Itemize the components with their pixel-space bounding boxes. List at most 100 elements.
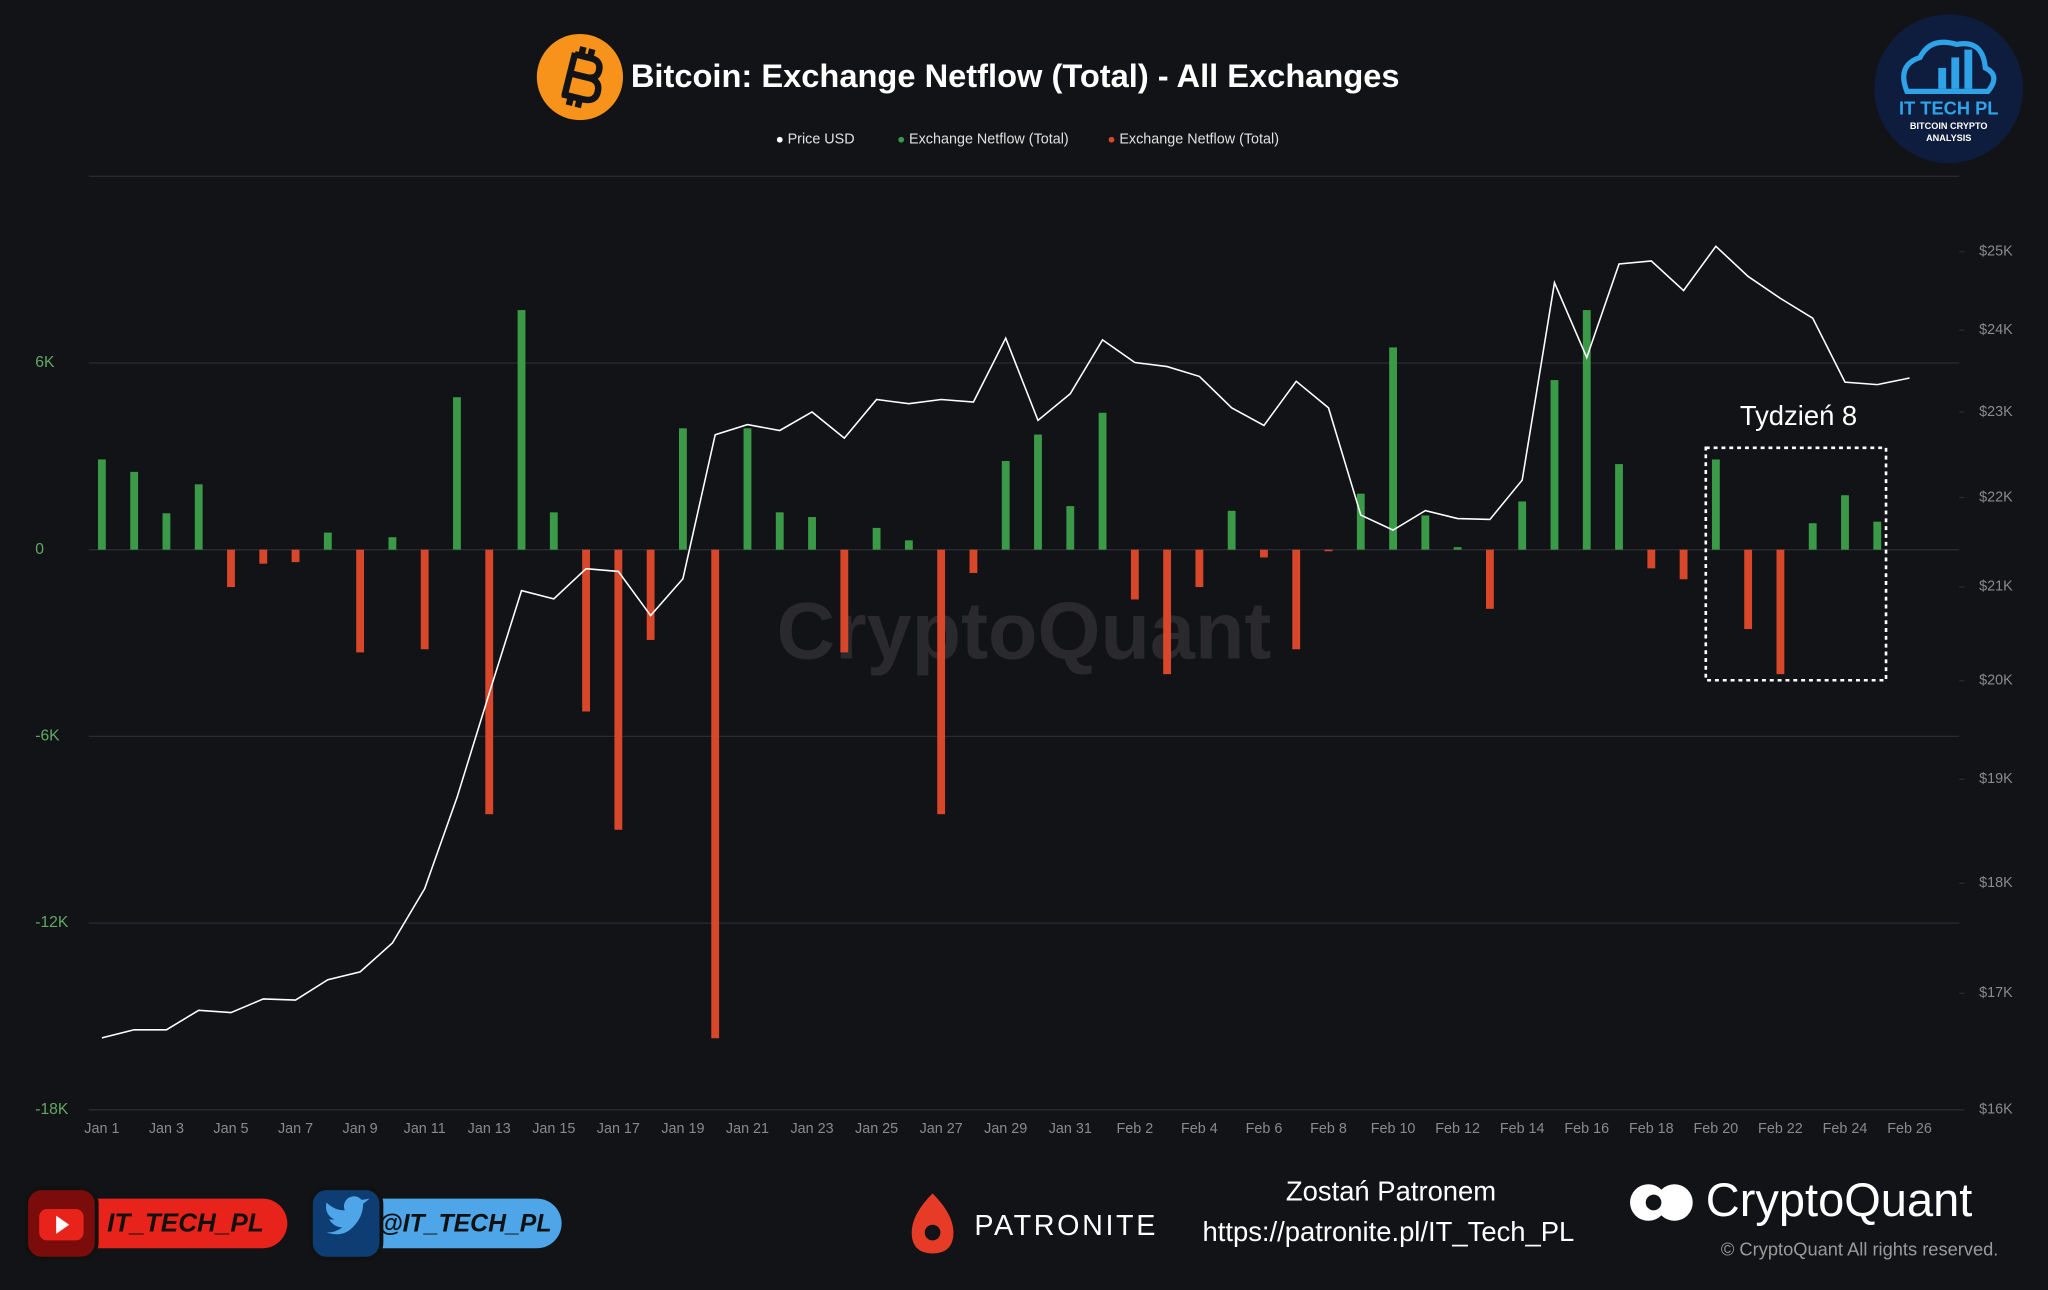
x-tick-label: Feb 22 bbox=[1758, 1121, 1803, 1137]
bar bbox=[356, 549, 365, 653]
y2-tick-label: $17K bbox=[1979, 985, 2013, 1001]
patronite-logo[interactable]: PATRONITE bbox=[911, 1193, 1158, 1254]
x-tick-label: Feb 20 bbox=[1694, 1121, 1739, 1137]
bar bbox=[1582, 310, 1591, 550]
bar bbox=[743, 428, 752, 550]
bar bbox=[775, 512, 784, 550]
bar bbox=[1389, 347, 1397, 550]
x-tick-label: Jan 1 bbox=[84, 1121, 119, 1137]
bar bbox=[1130, 549, 1139, 600]
bar bbox=[388, 537, 397, 550]
x-tick-label: Jan 9 bbox=[343, 1121, 378, 1137]
bar bbox=[1841, 495, 1849, 550]
bar bbox=[291, 549, 300, 563]
bar bbox=[323, 532, 332, 550]
legend-swatch bbox=[776, 136, 783, 143]
watermark: CryptoQuant bbox=[777, 587, 1272, 677]
bar bbox=[517, 310, 526, 550]
x-tick-label: Feb 14 bbox=[1500, 1121, 1545, 1137]
bar bbox=[1808, 523, 1817, 550]
legend-swatch bbox=[1108, 136, 1115, 143]
y2-tick-label: $20K bbox=[1979, 673, 2013, 689]
y2-tick-label: $24K bbox=[1979, 322, 2013, 338]
chart-title: Bitcoin: Exchange Netflow (Total) - All … bbox=[631, 57, 1400, 94]
y-tick-label: -18K bbox=[35, 1101, 69, 1118]
bar bbox=[1647, 549, 1656, 569]
bar bbox=[549, 512, 558, 550]
logo-tagline: ANALYSIS bbox=[1926, 133, 1971, 143]
twitter-handle: @IT_TECH_PL bbox=[378, 1210, 551, 1237]
bar bbox=[872, 527, 881, 550]
bar bbox=[194, 484, 203, 550]
bar bbox=[904, 540, 913, 550]
x-tick-label: Feb 10 bbox=[1371, 1121, 1416, 1137]
bar bbox=[1324, 549, 1333, 552]
x-tick-label: Jan 31 bbox=[1049, 1121, 1092, 1137]
bar bbox=[1001, 460, 1010, 550]
legend-item[interactable]: Exchange Netflow (Total) bbox=[1108, 132, 1279, 148]
bar bbox=[1518, 501, 1527, 550]
x-tick-label: Jan 21 bbox=[726, 1121, 769, 1137]
x-tick-label: Jan 15 bbox=[532, 1121, 575, 1137]
bar bbox=[1034, 434, 1042, 550]
legend-label: Exchange Netflow (Total) bbox=[909, 132, 1069, 148]
bar bbox=[1679, 549, 1688, 580]
bar bbox=[1711, 459, 1720, 550]
bar bbox=[453, 397, 461, 550]
y2-tick-label: $25K bbox=[1979, 243, 2013, 259]
bar bbox=[1615, 464, 1623, 550]
plot: -18K -12K -6K 0 6K $16K $17K $18K $19K $20K $21K $2… bbox=[35, 175, 2013, 1137]
logo-name: IT TECH PL bbox=[1899, 98, 1998, 119]
x-tick-label: Feb 2 bbox=[1116, 1121, 1153, 1137]
patron-url[interactable]: https://patronite.pl/IT_Tech_PL bbox=[1203, 1216, 1575, 1247]
cryptoquant-logo: CryptoQuant bbox=[1630, 1173, 1972, 1226]
x-tick-label: Jan 7 bbox=[278, 1121, 313, 1137]
x-tick-label: Feb 18 bbox=[1629, 1121, 1674, 1137]
bar bbox=[485, 549, 494, 815]
legend-label: Exchange Netflow (Total) bbox=[1119, 132, 1279, 148]
x-tick-label: Jan 17 bbox=[597, 1121, 640, 1137]
x-tick-label: Jan 13 bbox=[468, 1121, 511, 1137]
x-tick-label: Feb 24 bbox=[1823, 1121, 1868, 1137]
legend-item[interactable]: Price USD bbox=[776, 132, 855, 148]
bar bbox=[711, 549, 720, 1039]
y-tick-label: -12K bbox=[35, 914, 69, 931]
bitcoin-icon bbox=[536, 33, 624, 121]
x-tick-label: Feb 4 bbox=[1181, 1121, 1218, 1137]
bar bbox=[1550, 380, 1559, 550]
x-tick-label: Jan 23 bbox=[790, 1121, 833, 1137]
youtube-badge[interactable]: IT_TECH_PL bbox=[24, 1186, 288, 1261]
bar bbox=[1453, 547, 1462, 550]
bar bbox=[259, 549, 268, 564]
x-tick-label: Jan 29 bbox=[984, 1121, 1027, 1137]
bar bbox=[1260, 549, 1268, 558]
legend-swatch bbox=[898, 136, 905, 143]
bar bbox=[840, 549, 849, 653]
logo-tagline: BITCOIN CRYPTO bbox=[1910, 121, 1988, 131]
legend-item[interactable]: Exchange Netflow (Total) bbox=[898, 132, 1069, 148]
x-tick-label: Feb 6 bbox=[1246, 1121, 1283, 1137]
x-tick-label: Jan 3 bbox=[149, 1121, 184, 1137]
patronite-text: PATRONITE bbox=[974, 1210, 1158, 1242]
y2-tick-label: $19K bbox=[1979, 771, 2013, 787]
y-tick-label: 6K bbox=[35, 354, 55, 371]
bar bbox=[1776, 549, 1785, 675]
x-tick-label: Jan 25 bbox=[855, 1121, 898, 1137]
bar bbox=[227, 549, 235, 588]
brand-name: CryptoQuant bbox=[1706, 1173, 1973, 1226]
twitter-badge[interactable]: @IT_TECH_PL bbox=[308, 1186, 562, 1261]
bar bbox=[1163, 549, 1172, 675]
bar bbox=[1098, 412, 1107, 550]
bar bbox=[582, 549, 590, 712]
bar bbox=[1744, 549, 1753, 630]
brand-logo: IT TECH PL BITCOIN CRYPTO ANALYSIS bbox=[1874, 14, 2024, 164]
bar bbox=[1873, 521, 1882, 550]
y2-tick-label: $23K bbox=[1979, 404, 2013, 420]
bar bbox=[1356, 493, 1365, 550]
bar bbox=[614, 549, 623, 830]
y-tick-label: -6K bbox=[35, 728, 60, 745]
bar bbox=[1066, 506, 1075, 550]
youtube-handle: IT_TECH_PL bbox=[107, 1208, 264, 1238]
bar bbox=[646, 549, 655, 640]
